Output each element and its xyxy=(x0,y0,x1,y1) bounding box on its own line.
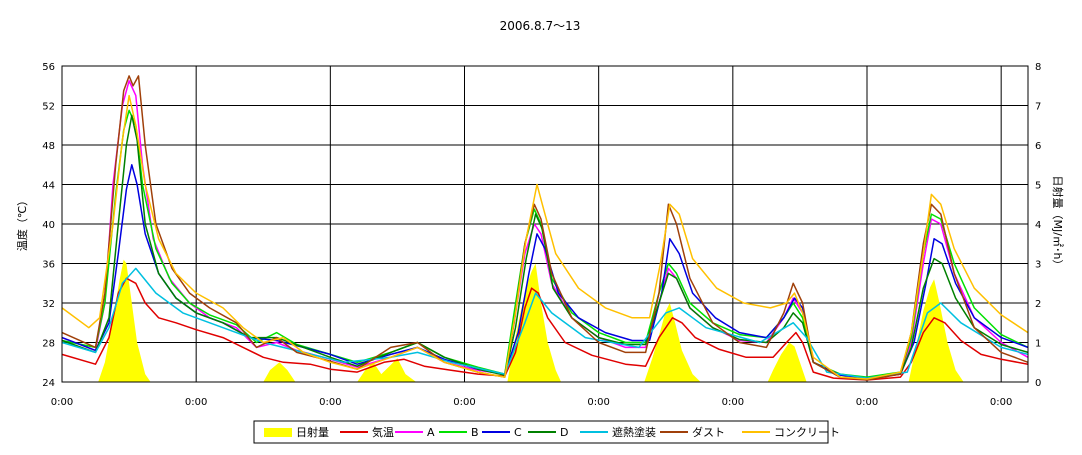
y-left-tick-label: 48 xyxy=(42,141,55,152)
left-axis-ticks: 24 28 32 36 40 44 48 52 56 xyxy=(42,62,55,389)
x-tick-label: 0:00 xyxy=(856,397,878,408)
x-tick-label: 0:00 xyxy=(453,397,475,408)
legend-entry-label: D xyxy=(560,426,568,439)
legend-entry-label: 気温 xyxy=(372,425,394,439)
legend-entry-label: C xyxy=(514,426,522,439)
axes xyxy=(61,65,1029,383)
y-axis-left-label: 温度（℃） xyxy=(15,195,29,251)
legend-entry-label: B xyxy=(471,426,479,439)
right-axis-ticks: 0 1 2 3 4 5 6 7 8 xyxy=(1035,62,1041,389)
y-axis-right-label: 日射量（MJ/㎡･h） xyxy=(1051,176,1065,271)
legend-entry-label: ダスト xyxy=(692,425,725,439)
x-tick-label: 0:00 xyxy=(587,397,609,408)
y-right-tick-label: 6 xyxy=(1035,141,1041,152)
y-left-tick-label: 52 xyxy=(42,102,55,113)
y-right-tick-label: 7 xyxy=(1035,102,1041,113)
x-tick-label: 0:00 xyxy=(185,397,207,408)
legend-entry-label: A xyxy=(427,426,435,439)
y-left-tick-label: 56 xyxy=(42,62,55,73)
y-left-tick-label: 32 xyxy=(42,299,55,310)
y-right-tick-label: 1 xyxy=(1035,339,1041,350)
temperature-lines-layer xyxy=(61,75,1029,381)
x-axis-ticks: 0:00 0:00 0:00 0:00 0:00 0:00 0:00 0:00 xyxy=(51,397,1013,408)
plot-border xyxy=(61,65,1029,383)
y-right-tick-label: 0 xyxy=(1035,378,1041,389)
legend-entry-label: 遮熱塗装 xyxy=(612,425,656,439)
legend-swatch-area xyxy=(264,428,292,437)
x-tick-label: 0:00 xyxy=(51,397,73,408)
y-right-tick-label: 3 xyxy=(1035,260,1041,271)
y-left-tick-label: 40 xyxy=(42,220,55,231)
legend-entry-label: 日射量 xyxy=(296,425,329,439)
x-tick-label: 0:00 xyxy=(319,397,341,408)
y-left-tick-label: 44 xyxy=(42,181,55,192)
y-right-tick-label: 5 xyxy=(1035,181,1041,192)
legend-entry-label: コンクリート xyxy=(774,426,840,439)
series-line-7 xyxy=(61,75,1029,381)
y-right-tick-label: 8 xyxy=(1035,62,1041,73)
x-tick-label: 0:00 xyxy=(722,397,744,408)
y-right-tick-label: 4 xyxy=(1035,220,1041,231)
series-line-8 xyxy=(61,94,1029,380)
y-right-tick-label: 2 xyxy=(1035,299,1041,310)
legend: 日射量 気温 A B C D 遮熱塗装 ダスト コンクリート xyxy=(253,420,840,444)
x-tick-label: 0:00 xyxy=(990,397,1012,408)
y-left-tick-label: 24 xyxy=(42,378,55,389)
chart-title: 2006.8.7～13 xyxy=(500,19,581,33)
y-left-tick-label: 36 xyxy=(42,260,55,271)
y-left-tick-label: 28 xyxy=(42,339,55,350)
